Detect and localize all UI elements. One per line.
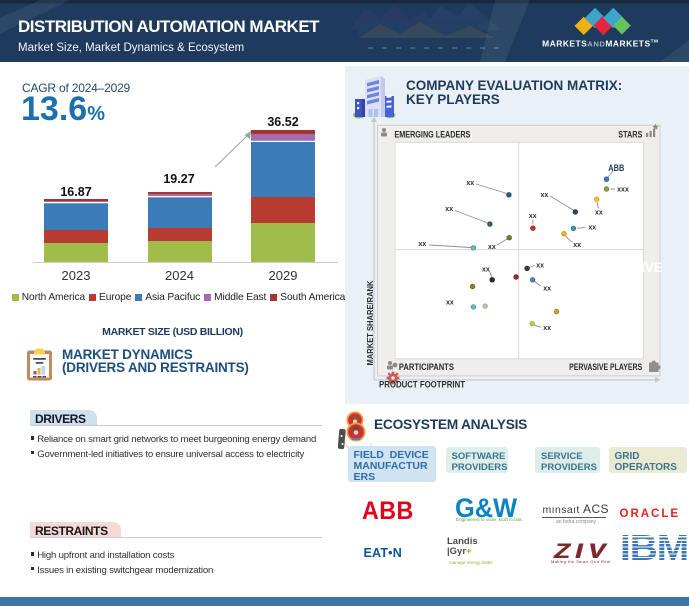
svg-text:xx: xx (419, 241, 427, 248)
svg-text:xx: xx (573, 242, 581, 249)
svg-text:xx: xx (543, 325, 551, 332)
svg-text:MARKETSANDMARKETSTM: MARKETSANDMARKETSTM (542, 38, 658, 48)
svg-text:xx: xx (541, 192, 549, 199)
svg-text:STARS: STARS (618, 130, 642, 140)
svg-text:xx: xx (446, 300, 454, 307)
svg-text:MARKET SHARE/RANK: MARKET SHARE/RANK (365, 280, 375, 366)
svg-text:xxx: xxx (617, 187, 629, 194)
svg-text:xx: xx (588, 225, 596, 232)
svg-text:PRODUCT FOOTPRINT: PRODUCT FOOTPRINT (379, 380, 465, 390)
svg-text:PARTICIPANTS: PARTICIPANTS (399, 362, 454, 372)
svg-text:xx: xx (488, 244, 496, 251)
svg-text:IVE: IVE (641, 260, 663, 275)
svg-text:xx: xx (536, 262, 544, 269)
svg-text:xx: xx (482, 266, 490, 273)
svg-text:EMERGING LEADERS: EMERGING LEADERS (394, 130, 470, 140)
svg-text:xx: xx (445, 206, 453, 213)
svg-text:xx: xx (595, 210, 603, 217)
svg-text:ABB: ABB (608, 163, 624, 174)
svg-text:xx: xx (466, 180, 474, 187)
svg-text:xx: xx (543, 286, 551, 293)
svg-text:xx: xx (529, 213, 537, 220)
svg-text:PERVASIVE PLAYERS: PERVASIVE PLAYERS (569, 362, 642, 372)
